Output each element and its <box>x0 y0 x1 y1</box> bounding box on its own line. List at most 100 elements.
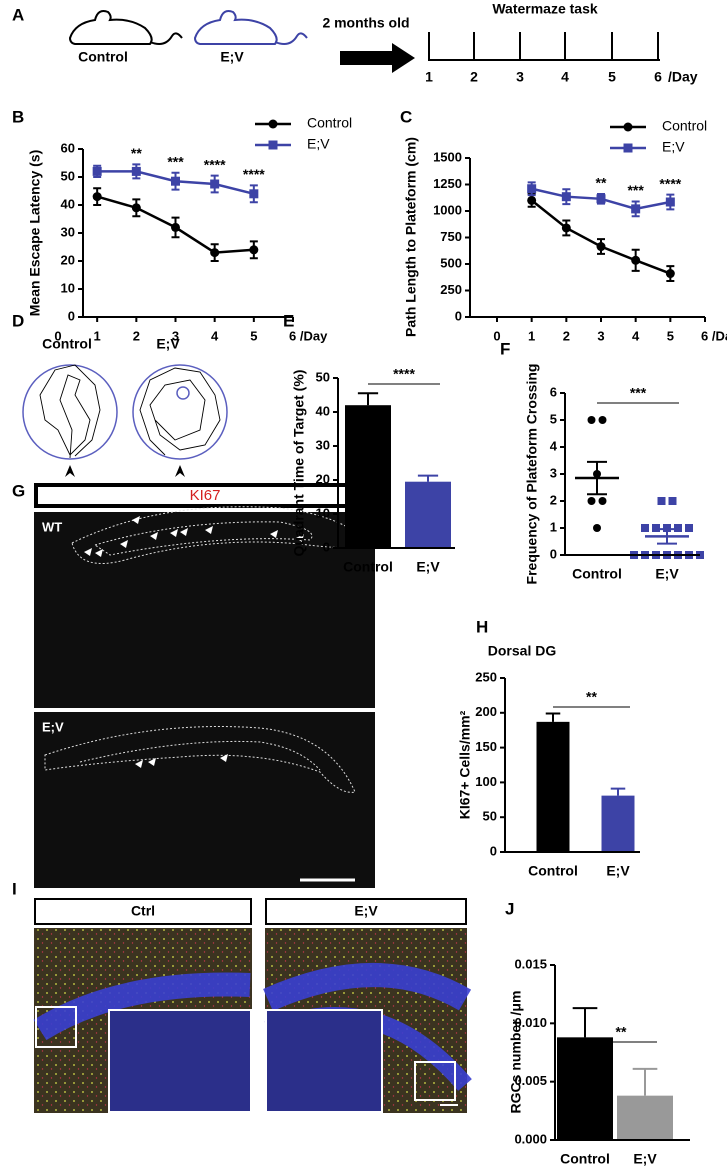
y-tick-label: 20 <box>61 252 75 267</box>
row-label: WT <box>42 519 62 534</box>
y-tick-label: 20 <box>316 471 330 486</box>
x-tick-label: 2 <box>563 328 570 343</box>
legend-label: Control <box>662 118 707 134</box>
day-label: 6 <box>654 69 662 85</box>
day-label: 5 <box>608 69 616 85</box>
marker <box>249 245 259 255</box>
marker <box>596 194 606 204</box>
granule-layer <box>33 972 251 1041</box>
granule-layer <box>263 963 472 1011</box>
marker <box>663 524 671 532</box>
y-tick-label: 50 <box>61 168 75 183</box>
inset <box>108 1009 252 1113</box>
error-bar <box>657 528 677 545</box>
inset-marker <box>414 1061 456 1101</box>
immunofluorescence: Ctrl E;V <box>33 898 472 1113</box>
bar <box>536 721 570 852</box>
y-tick-label: 2 <box>550 492 557 507</box>
y-axis-label: Mean Escape Latency (s) <box>27 150 43 317</box>
arrow <box>340 43 415 73</box>
marker <box>92 192 102 202</box>
image-title: E;V <box>354 903 378 919</box>
marker <box>598 416 607 424</box>
panel-label: J <box>505 899 514 918</box>
track <box>139 367 221 456</box>
bar <box>617 1095 673 1140</box>
significance-label: ** <box>616 1024 627 1040</box>
marker <box>131 166 141 176</box>
x-tick-label: 4 <box>211 328 219 343</box>
panel-label: E <box>283 311 294 330</box>
marker <box>641 524 649 532</box>
x-tick-label: 6 /Day <box>701 328 727 343</box>
panel-label: F <box>500 339 510 358</box>
x-tick-label: Control <box>528 863 578 879</box>
x-tick-label: E;V <box>633 1151 657 1167</box>
y-tick-label: 60 <box>61 140 75 155</box>
y-tick-label: 3 <box>550 465 557 480</box>
image-title-bar <box>265 898 467 925</box>
panel-label: H <box>476 617 488 636</box>
legend-label: Control <box>307 115 352 131</box>
group-label: E;V <box>220 49 244 65</box>
day-label: 4 <box>561 69 569 85</box>
y-tick-label: 5 <box>550 411 557 426</box>
x-tick-label: 0 <box>54 328 61 343</box>
significance-label: ** <box>596 175 607 191</box>
y-tick-label: 750 <box>440 229 462 244</box>
bar <box>405 481 451 548</box>
x-tick-label: 3 <box>172 328 179 343</box>
y-tick-label: 1000 <box>433 202 462 217</box>
swim-tracks: Control E;V <box>22 336 228 477</box>
legend-label: E;V <box>307 136 330 152</box>
y-tick-label: 0 <box>323 539 330 554</box>
bar <box>601 795 635 852</box>
marker <box>631 204 641 214</box>
marker <box>665 197 675 207</box>
start-marker <box>175 465 185 477</box>
day-unit: /Day <box>668 69 698 85</box>
marker <box>210 248 220 258</box>
group-label: Control <box>78 49 128 65</box>
marker <box>249 189 259 199</box>
x-tick-label: 3 <box>597 328 604 343</box>
bar <box>345 405 391 548</box>
y-tick-label: 6 <box>550 384 557 399</box>
marker <box>131 203 141 213</box>
day-label: 3 <box>516 69 524 85</box>
dg-outline <box>79 740 321 771</box>
legend-label: E;V <box>662 139 685 155</box>
error-bar <box>357 392 379 406</box>
marker <box>587 497 596 505</box>
marker <box>587 416 596 424</box>
x-tick-label: 1 <box>94 328 101 343</box>
significance-label: **** <box>204 156 226 172</box>
start-marker <box>65 465 75 477</box>
panel-label: D <box>12 311 24 330</box>
marker <box>665 269 675 279</box>
marker <box>674 524 682 532</box>
panel-label: I <box>12 879 17 898</box>
y-axis-label: RGCs number /μm <box>508 991 524 1114</box>
y-tick-label: 500 <box>440 255 462 270</box>
x-tick-label: 1 <box>528 328 535 343</box>
legend-marker <box>623 122 633 132</box>
x-tick-label: 0 <box>493 328 500 343</box>
y-tick-label: 40 <box>61 196 75 211</box>
panel-label: B <box>12 107 24 126</box>
marker <box>561 223 571 233</box>
y-tick-label: 30 <box>316 437 330 452</box>
y-tick-label: 250 <box>440 282 462 297</box>
dg-outline <box>44 726 356 793</box>
day-label: 2 <box>470 69 478 85</box>
x-tick-label: 4 <box>632 328 640 343</box>
track-label: E;V <box>156 336 180 352</box>
legend-marker <box>623 143 633 153</box>
error-bar <box>545 712 561 722</box>
x-tick-label: Control <box>560 1151 610 1167</box>
y-tick-label: 0.015 <box>514 956 547 971</box>
day-label: 1 <box>425 69 433 85</box>
y-axis-label: Quadrant Time of Target (%) <box>291 370 307 557</box>
y-tick-label: 100 <box>475 774 497 789</box>
